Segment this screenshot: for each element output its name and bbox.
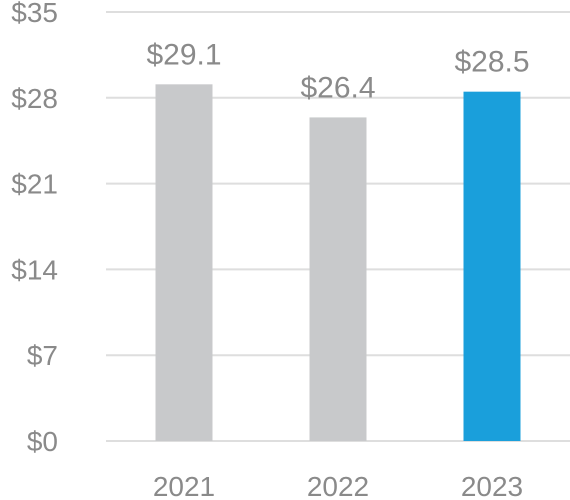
bar-2021 bbox=[155, 84, 213, 442]
x-tick-label-2022: 2022 bbox=[307, 471, 369, 500]
bars bbox=[155, 84, 521, 442]
bar-2023 bbox=[463, 91, 521, 442]
y-tick-label-0: $0 bbox=[27, 426, 58, 457]
x-tick-label-2021: 2021 bbox=[153, 471, 215, 500]
y-tick-label-2: $14 bbox=[11, 254, 58, 285]
y-tick-label-4: $28 bbox=[11, 83, 58, 114]
y-tick-label-5: $35 bbox=[11, 0, 58, 28]
y-axis-tick-labels: $0 $7 $14 $21 $28 $35 bbox=[11, 0, 58, 457]
data-labels: $29.1 $26.4 $28.5 bbox=[146, 38, 529, 104]
bar-2022 bbox=[309, 117, 367, 441]
data-label-2021: $29.1 bbox=[146, 38, 221, 71]
x-axis-tick-labels: 2021 2022 2023 bbox=[153, 471, 523, 500]
x-tick-label-2023: 2023 bbox=[461, 471, 523, 500]
y-tick-label-1: $7 bbox=[27, 340, 58, 371]
data-label-2022: $26.4 bbox=[300, 71, 375, 104]
data-label-2023: $28.5 bbox=[454, 46, 529, 79]
y-tick-label-3: $21 bbox=[11, 169, 58, 200]
